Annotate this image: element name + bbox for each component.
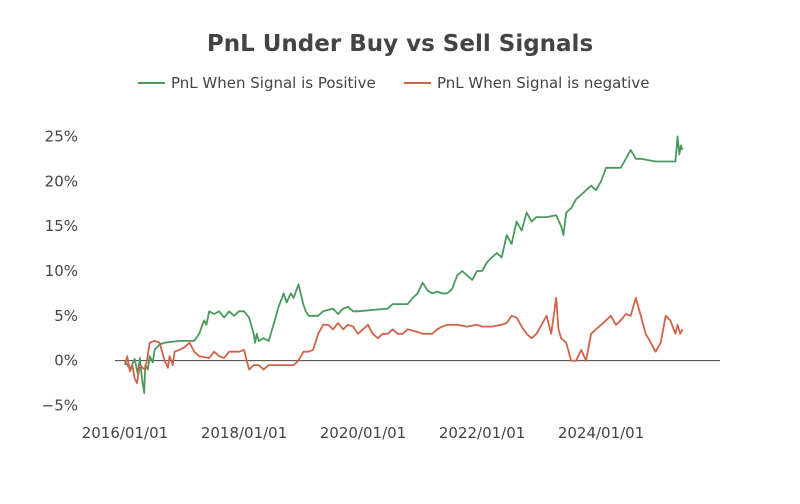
y-tick-label: 10% [45, 262, 78, 280]
y-tick-label: 5% [54, 307, 78, 325]
legend-item-positive[interactable]: PnL When Signal is Positive [138, 74, 376, 92]
y-tick-label: 25% [45, 127, 78, 145]
x-axis: 2016/01/01 2018/01/01 2020/01/01 2022/01/01… [82, 424, 645, 442]
legend-label-positive: PnL When Signal is Positive [171, 74, 376, 92]
x-tick-label: 2022/01/01 [439, 424, 525, 442]
series-line-negative [124, 297, 684, 384]
series-line-positive [124, 135, 684, 394]
x-tick-label: 2020/01/01 [320, 424, 406, 442]
x-tick-label: 2016/01/01 [82, 424, 168, 442]
y-tick-label: 15% [45, 217, 78, 235]
x-tick-label: 2018/01/01 [201, 424, 287, 442]
series-lines [124, 135, 684, 394]
legend: PnL When Signal is Positive PnL When Sig… [138, 74, 649, 92]
chart-title: PnL Under Buy vs Sell Signals [207, 31, 593, 57]
legend-label-negative: PnL When Signal is negative [437, 74, 649, 92]
y-tick-label: 20% [45, 172, 78, 190]
y-tick-label: −5% [42, 397, 78, 415]
y-tick-label: 0% [54, 352, 78, 370]
x-tick-label: 2024/01/01 [558, 424, 644, 442]
legend-item-negative[interactable]: PnL When Signal is negative [404, 74, 649, 92]
y-axis: 25% 20% 15% 10% 5% 0% −5% [42, 127, 78, 414]
